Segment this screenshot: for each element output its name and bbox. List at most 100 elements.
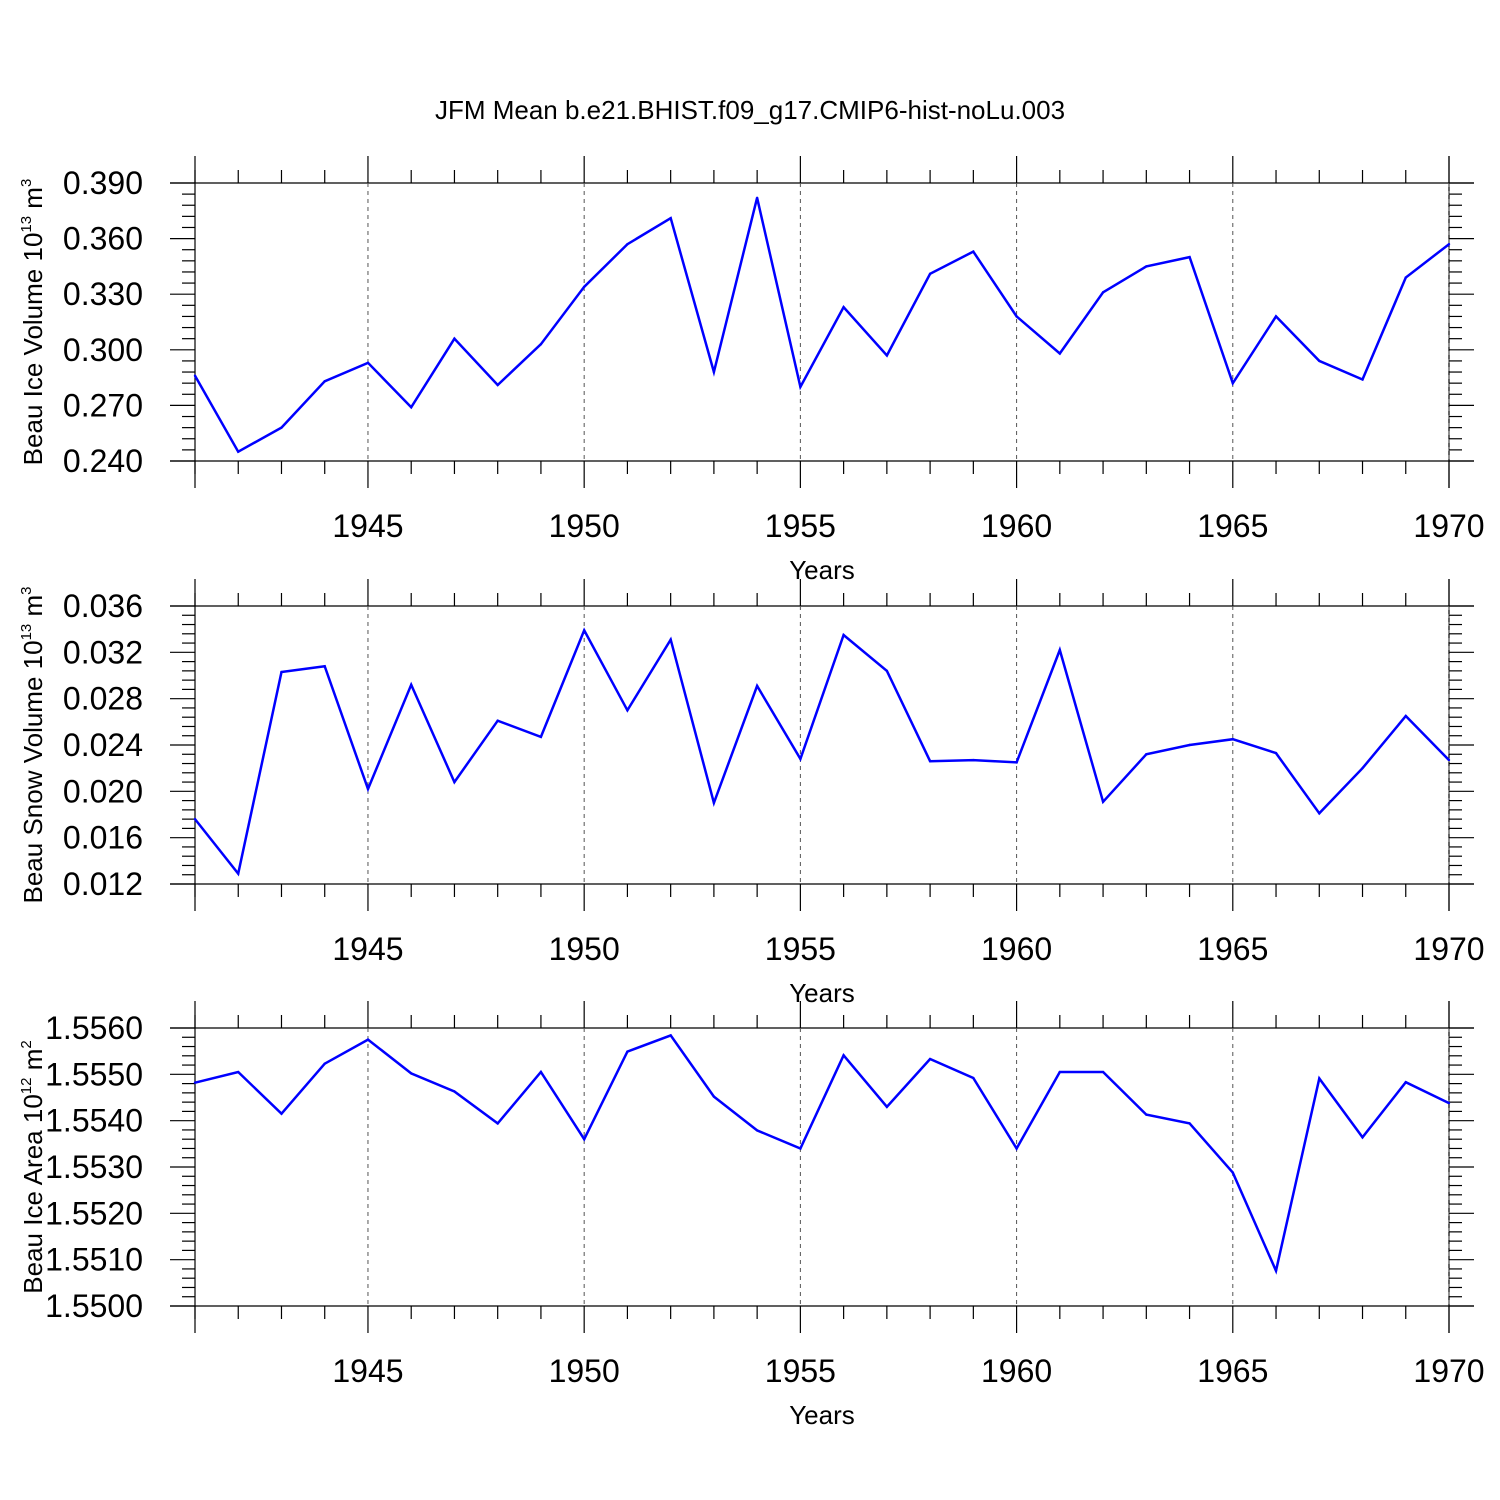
- data-point: [280, 426, 283, 429]
- x-tick-label: 1970: [1413, 931, 1484, 967]
- data-point: [582, 629, 586, 632]
- x-tick-label: 1965: [1197, 1353, 1268, 1389]
- y-axis-label-unit-exponent: 2: [18, 1040, 35, 1048]
- data-point: [885, 669, 889, 673]
- y-tick-label: 0.028: [63, 681, 143, 717]
- y-tick-label: 0.390: [63, 165, 143, 201]
- data-point: [496, 383, 499, 387]
- x-tick-label: 1950: [549, 508, 620, 544]
- y-axis-label-unit: m: [18, 1049, 48, 1078]
- y-tick-label: 0.024: [63, 727, 143, 763]
- x-tick-label: 1960: [981, 1353, 1052, 1389]
- x-axis-label: Years: [789, 978, 855, 1008]
- x-tick-label: 1955: [765, 508, 836, 544]
- data-point: [885, 1105, 889, 1108]
- data-point: [1404, 1081, 1407, 1084]
- data-point: [1274, 751, 1278, 755]
- data-point: [410, 683, 413, 686]
- data-point: [1101, 291, 1105, 294]
- data-point: [366, 787, 370, 791]
- data-point: [582, 285, 586, 288]
- chart-panel-2: 0.012 0.016 0.020 0.024 0.028 0.032 0.036 1945 1…: [18, 579, 1485, 1008]
- y-axis-label-text: Beau Snow Volume 10: [18, 640, 48, 903]
- data-point: [1058, 352, 1062, 355]
- data-point: [539, 1070, 543, 1074]
- y-tick-label: 0.016: [63, 820, 143, 856]
- data-point: [323, 1062, 326, 1065]
- y-tick-label: 1.5550: [45, 1056, 143, 1092]
- data-point: [799, 1147, 802, 1150]
- data-point: [626, 242, 629, 246]
- data-point: [1361, 1136, 1364, 1139]
- x-tick-label: 1965: [1197, 931, 1268, 967]
- series-line: [193, 197, 1450, 454]
- data-point: [1404, 714, 1407, 718]
- data-point: [799, 757, 802, 761]
- y-axis-label-text: Beau Ice Area 10: [18, 1094, 48, 1293]
- data-point: [193, 1081, 197, 1084]
- data-point: [1361, 378, 1364, 381]
- y-axis-label: Beau Ice Area 1012 m2: [18, 1040, 48, 1293]
- data-point: [1231, 1171, 1234, 1174]
- data-point: [1101, 1070, 1105, 1074]
- y-tick-label: 0.360: [63, 221, 143, 257]
- y-tick-label: 1.5540: [45, 1103, 143, 1139]
- y-tick-label: 0.012: [63, 866, 143, 902]
- y-tick-label: 0.020: [63, 773, 143, 809]
- data-point: [1058, 648, 1062, 652]
- data-point: [1274, 1269, 1278, 1272]
- y-axis-label-exponent: 13: [18, 624, 35, 641]
- y-tick-label: 0.300: [63, 332, 143, 368]
- data-point: [755, 196, 759, 200]
- data-point: [972, 1076, 975, 1080]
- data-point: [582, 1138, 586, 1141]
- y-tick-label: 1.5520: [45, 1195, 143, 1231]
- data-point: [410, 406, 413, 409]
- data-point: [539, 343, 543, 346]
- data-point: [928, 272, 932, 276]
- data-point: [712, 801, 716, 805]
- data-point: [496, 719, 499, 722]
- data-point: [1447, 758, 1451, 762]
- data-point: [237, 872, 240, 875]
- data-point: [1188, 1122, 1191, 1125]
- x-axis-label: Years: [789, 1400, 855, 1430]
- y-tick-label: 0.032: [63, 634, 143, 670]
- data-point: [712, 1095, 716, 1098]
- data-point: [626, 1050, 629, 1053]
- y-axis-label-unit-exponent: 3: [18, 587, 35, 595]
- x-tick-label: 1970: [1413, 508, 1484, 544]
- data-point: [453, 780, 456, 784]
- y-axis-label-unit-exponent: 3: [18, 179, 35, 187]
- y-tick-label: 0.330: [63, 276, 143, 312]
- y-axis-label-unit: m: [18, 595, 48, 624]
- figure-title: JFM Mean b.e21.BHIST.f09_g17.CMIP6-hist-…: [435, 95, 1065, 125]
- y-tick-label: 0.036: [63, 588, 143, 624]
- y-tick-label: 1.5530: [45, 1149, 143, 1185]
- data-point: [1231, 738, 1234, 741]
- x-tick-label: 1960: [981, 931, 1052, 967]
- data-point: [1145, 265, 1148, 268]
- data-point: [1015, 315, 1018, 318]
- chart-panel-3: 1.5500 1.5510 1.5520 1.5530 1.5540 1.5550 1.55…: [18, 1001, 1485, 1430]
- x-tick-label: 1960: [981, 508, 1052, 544]
- y-axis-label-text: Beau Ice Volume 10: [18, 233, 48, 466]
- y-axis-label: Beau Snow Volume 1013 m3: [18, 587, 48, 904]
- data-point: [1188, 743, 1191, 747]
- x-tick-label: 1955: [765, 931, 836, 967]
- data-point: [410, 1072, 413, 1075]
- y-tick-label: 1.5560: [45, 1010, 143, 1046]
- data-point: [1447, 1101, 1451, 1105]
- data-point: [237, 1070, 240, 1074]
- data-point: [972, 758, 975, 762]
- data-point: [928, 1057, 932, 1061]
- data-point: [842, 1054, 845, 1057]
- data-point: [237, 450, 240, 453]
- data-point: [323, 380, 326, 383]
- chart-panel-1: 0.240 0.270 0.300 0.330 0.360 0.390 1945 1950 19…: [18, 156, 1485, 585]
- data-point: [885, 354, 889, 357]
- data-point: [755, 1129, 759, 1132]
- data-point: [1404, 276, 1407, 279]
- x-tick-label: 1945: [332, 1353, 403, 1389]
- y-axis-label-unit: m: [18, 187, 48, 216]
